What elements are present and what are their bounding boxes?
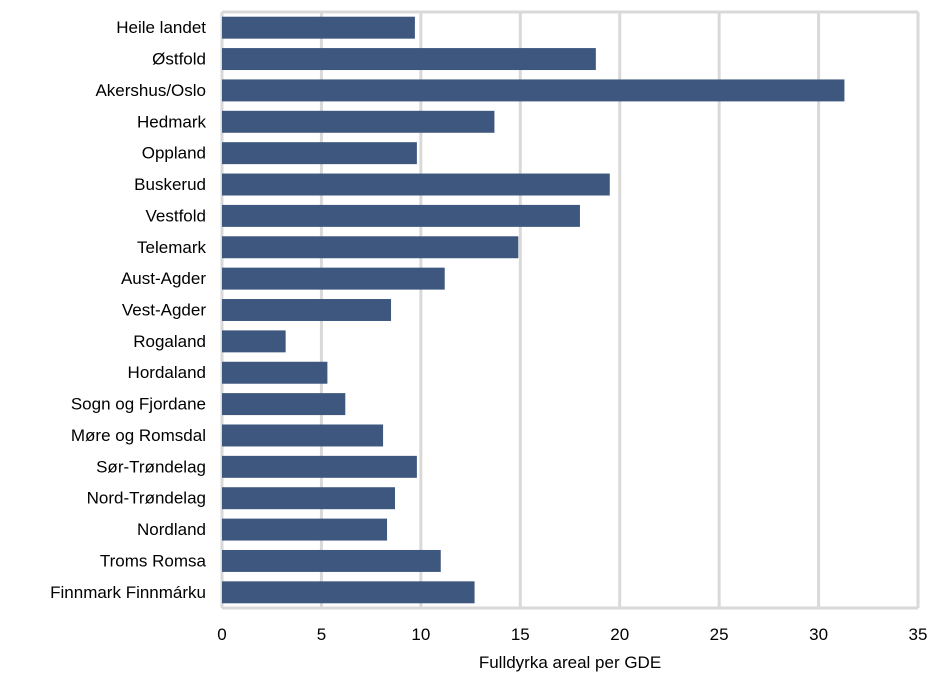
category-label: Hordaland [128, 363, 206, 382]
category-label: Møre og Romsdal [71, 426, 206, 445]
bar [222, 424, 384, 447]
category-label: Vestfold [146, 206, 207, 225]
category-label: Nord-Trøndelag [87, 489, 206, 508]
x-tick-label: 0 [217, 625, 226, 644]
bar [222, 330, 286, 353]
x-axis-title: Fulldyrka areal per GDE [479, 653, 661, 672]
bar [222, 455, 417, 478]
bar [222, 299, 392, 321]
bar [222, 48, 596, 71]
category-label: Telemark [137, 238, 206, 257]
bar [222, 173, 610, 196]
x-tick-labels: 0 5 10 15 20 25 30 35 [217, 625, 927, 644]
category-label: Sogn og Fjordane [71, 395, 206, 414]
x-tick-label: 15 [511, 625, 530, 644]
bar [222, 487, 396, 510]
bar [222, 236, 519, 259]
bar [222, 518, 388, 541]
category-label: Nordland [137, 520, 206, 539]
category-label: Vest-Agder [122, 301, 206, 320]
x-tick-label: 20 [610, 625, 629, 644]
category-label: Aust-Agder [121, 269, 206, 288]
bar [222, 79, 845, 102]
category-label: Østfold [152, 50, 206, 69]
category-label: Rogaland [133, 332, 206, 351]
x-tick-label: 5 [317, 625, 326, 644]
bar [222, 581, 475, 604]
category-label: Buskerud [134, 175, 206, 194]
bar [222, 393, 346, 416]
x-tick-label: 35 [909, 625, 928, 644]
bars [222, 16, 845, 604]
x-tick-label: 30 [809, 625, 828, 644]
bar [222, 16, 415, 39]
category-label: Finnmark Finnmárku [50, 583, 206, 602]
category-labels: Heile landet Østfold Akershus/Oslo Hedmark O… [50, 18, 206, 602]
category-label: Heile landet [116, 18, 206, 37]
bar [222, 549, 441, 572]
category-label: Hedmark [137, 112, 206, 131]
category-label: Sør-Trøndelag [96, 457, 206, 476]
x-tick-label: 25 [710, 625, 729, 644]
bar [222, 361, 328, 384]
bar [222, 110, 495, 133]
bar [222, 204, 580, 227]
bar [222, 142, 417, 165]
x-tick-label: 10 [411, 625, 430, 644]
category-label: Akershus/Oslo [95, 81, 206, 100]
bar [222, 267, 445, 290]
category-label: Troms Romsa [100, 551, 207, 570]
category-label: Oppland [142, 144, 206, 163]
